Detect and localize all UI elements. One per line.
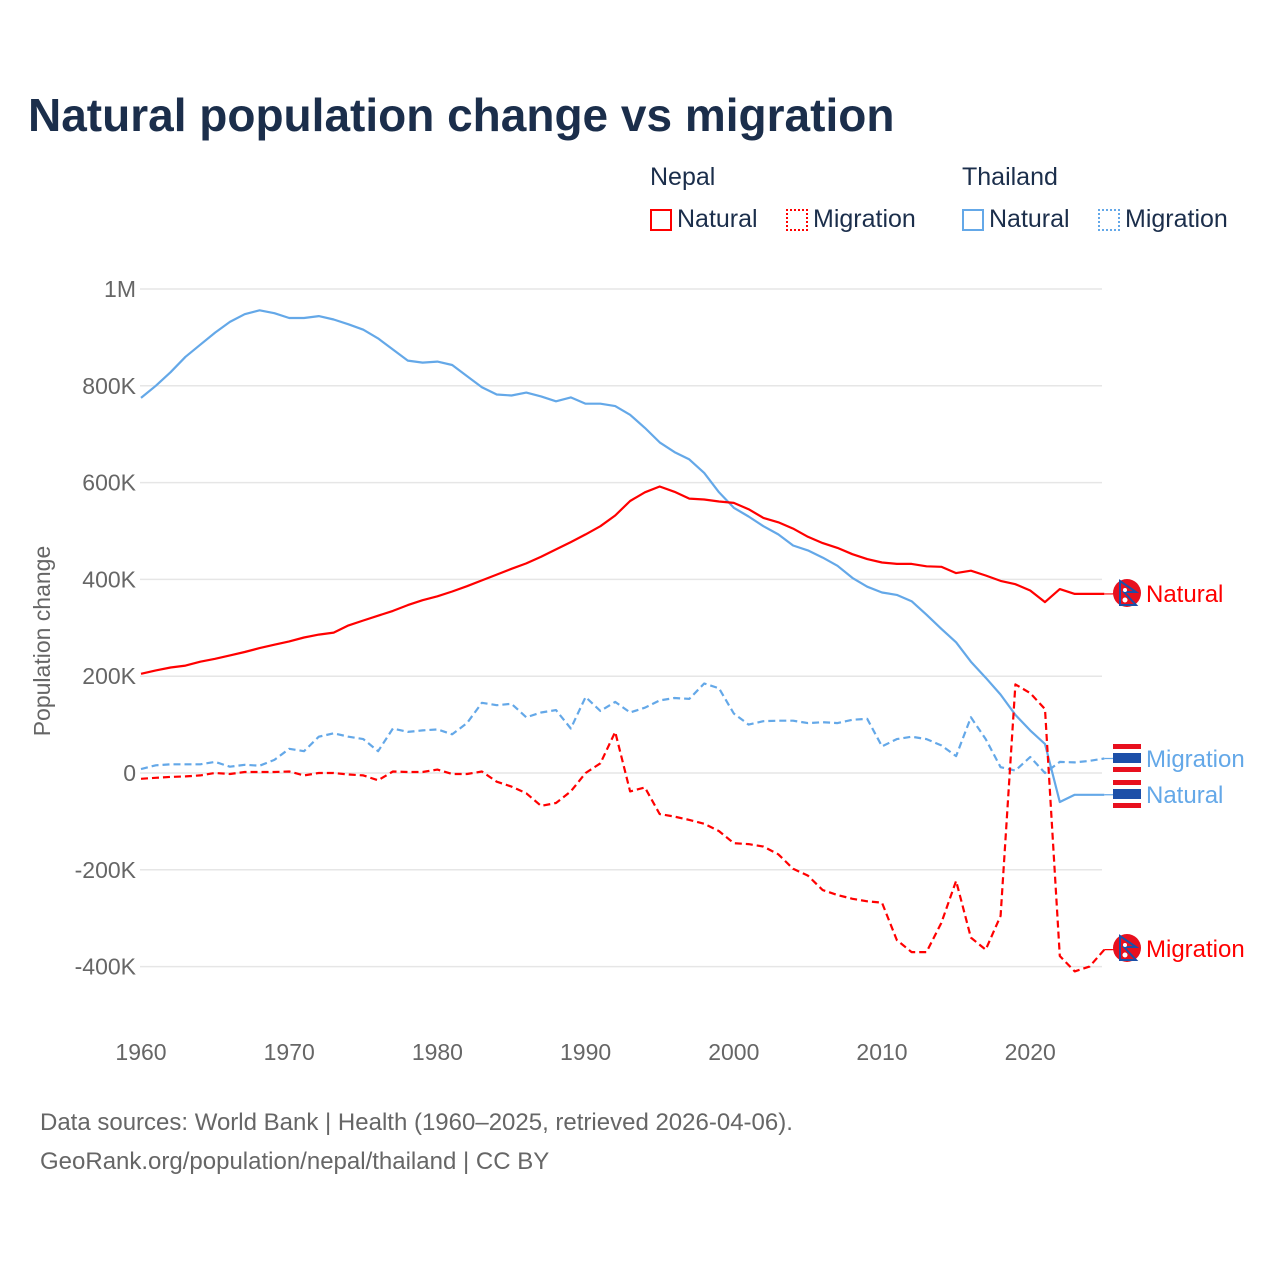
flag-stripe [1113, 780, 1141, 785]
flag-stripe [1113, 803, 1141, 808]
end-label: Natural [1146, 581, 1223, 608]
y-tick-label: -200K [75, 857, 137, 883]
legend-thailand-migration[interactable]: Migration [1098, 205, 1228, 234]
series-line-thailand-migration [140, 682, 1105, 775]
y-tick-label: 1M [104, 276, 136, 302]
legend-swatch-dotted [786, 208, 808, 231]
nepal-flag-icon [1113, 934, 1141, 962]
thailand-flag-icon [1113, 780, 1141, 808]
legend-thailand-natural[interactable]: Natural [962, 205, 1070, 234]
legend-swatch-solid [650, 208, 672, 231]
legend-group-nepal: Nepal [650, 163, 716, 191]
series-line-thailand-natural [140, 309, 1105, 804]
x-tick-label: 1970 [264, 1039, 315, 1065]
legend-label: Migration [1125, 205, 1228, 233]
legend-swatch-solid [962, 208, 984, 231]
source-note: Data sources: World Bank | Health (1960–… [40, 1109, 793, 1136]
legend-label: Natural [677, 205, 758, 233]
series-line-nepal-migration [140, 683, 1106, 973]
flag-stripe [1113, 789, 1141, 799]
y-tick-label: 800K [82, 373, 136, 399]
legend-nepal-natural[interactable]: Natural [650, 205, 758, 234]
legend-swatch-dotted [1098, 208, 1120, 231]
end-label: Migration [1146, 746, 1245, 773]
flag-stripe [1113, 744, 1141, 749]
x-tick-label: 1980 [412, 1039, 463, 1065]
y-tick-label: 600K [82, 470, 136, 496]
y-axis-label: Population change [29, 546, 55, 737]
thailand-flag-icon [1113, 744, 1141, 772]
x-tick-label: 2000 [708, 1039, 759, 1065]
nepal-flag-icon [1113, 579, 1141, 607]
y-tick-label: 400K [82, 566, 136, 592]
flag-stripe [1113, 767, 1141, 772]
y-tick-label: 0 [123, 760, 136, 786]
y-tick-label: 200K [82, 663, 136, 689]
end-label: Migration [1146, 936, 1245, 963]
flag-sun [1122, 597, 1128, 603]
flag-sun [1122, 952, 1128, 958]
flag-moon [1123, 588, 1127, 592]
flag-stripe [1113, 753, 1141, 763]
x-tick-label: 2010 [856, 1039, 907, 1065]
x-tick-label: 1960 [115, 1039, 166, 1065]
flag-moon [1123, 943, 1127, 947]
legend-nepal-migration[interactable]: Migration [786, 205, 916, 234]
source-url[interactable]: GeoRank.org/population/nepal/thailand | … [40, 1148, 550, 1175]
x-tick-label: 2020 [1005, 1039, 1056, 1065]
x-tick-label: 1990 [560, 1039, 611, 1065]
legend-label: Migration [813, 205, 916, 233]
chart-title: Natural population change vs migration [28, 89, 895, 141]
legend-label: Natural [989, 205, 1070, 233]
y-tick-label: -400K [75, 954, 137, 980]
legend-group-thailand: Thailand [962, 163, 1058, 191]
series-line-nepal-natural [140, 485, 1105, 675]
end-label: Natural [1146, 782, 1223, 809]
